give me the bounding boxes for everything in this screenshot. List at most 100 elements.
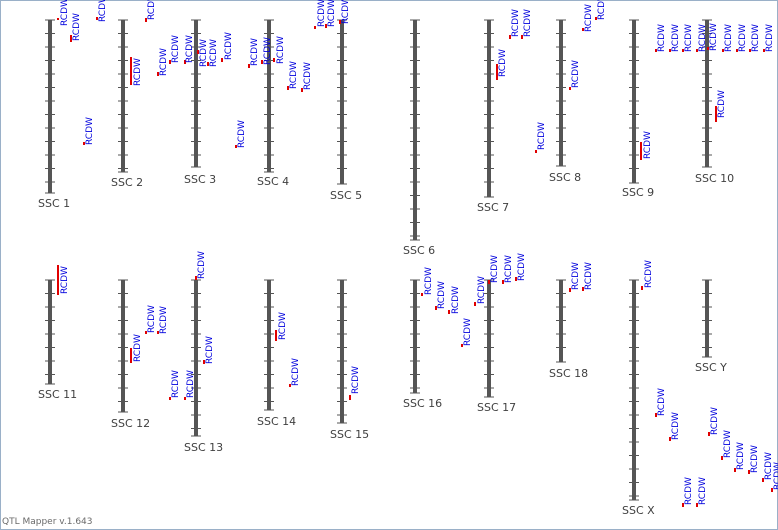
- qtl-marker[interactable]: RCDW: [145, 305, 157, 334]
- chromosome-9[interactable]: SSC 9: [622, 19, 654, 199]
- qtl-marker[interactable]: RCDW: [722, 24, 734, 52]
- qtl-marker[interactable]: RCDW: [696, 477, 708, 507]
- qtl-marker[interactable]: RCDW: [521, 9, 533, 39]
- qtl-marker[interactable]: RCDW: [287, 61, 299, 90]
- chromosome-label: SSC Y: [695, 361, 727, 374]
- chromosome-5[interactable]: SSC 5: [330, 19, 362, 202]
- qtl-marker[interactable]: RCDW: [339, 0, 351, 24]
- qtl-marker[interactable]: RCDW: [474, 276, 487, 306]
- qtl-marker[interactable]: RCDW: [275, 312, 288, 341]
- qtl-marker[interactable]: RCDW: [207, 39, 219, 67]
- qtl-marker[interactable]: RCDW: [707, 23, 719, 51]
- chromosome-11[interactable]: SSC 11: [38, 279, 77, 401]
- qtl-marker[interactable]: RCDW: [515, 253, 527, 281]
- qtl-marker[interactable]: RCDW: [157, 48, 169, 76]
- qtl-marker[interactable]: RCDW: [221, 32, 234, 62]
- qtl-marker[interactable]: RCDW: [569, 262, 581, 292]
- qtl-marker[interactable]: RCDW: [502, 255, 514, 284]
- qtl-marker[interactable]: RCDW: [130, 57, 143, 86]
- qtl-marker[interactable]: RCDW: [203, 336, 215, 364]
- qtl-marker[interactable]: RCDW: [509, 9, 521, 39]
- qtl-marker[interactable]: RCDW: [535, 122, 547, 153]
- qtl-marker[interactable]: RCDW: [496, 49, 508, 80]
- qtl-marker[interactable]: RCDW: [145, 0, 157, 22]
- qtl-marker[interactable]: RCDW: [184, 35, 195, 64]
- qtl-marker[interactable]: RCDW: [655, 388, 667, 417]
- qtl-marker[interactable]: RCDW: [197, 39, 209, 67]
- qtl-marker[interactable]: RCDW: [461, 318, 473, 347]
- qtl-marker[interactable]: RCDW: [721, 430, 733, 460]
- qtl-marker[interactable]: RCDW: [195, 251, 207, 280]
- chromosome-2[interactable]: SSC 2: [111, 19, 143, 189]
- qtl-marker[interactable]: RCDW: [289, 358, 301, 387]
- qtl-marker[interactable]: RCDW: [184, 370, 196, 400]
- qtl-marker[interactable]: RCDW: [169, 370, 181, 400]
- qtl-label: RCDW: [159, 48, 169, 76]
- qtl-marker[interactable]: RCDW: [708, 407, 720, 436]
- qtl-marker[interactable]: RCDW: [57, 0, 70, 26]
- chromosome-8[interactable]: SSC 8: [549, 19, 581, 184]
- qtl-marker[interactable]: RCDW: [96, 0, 108, 22]
- qtl-marker[interactable]: RCDW: [734, 442, 746, 472]
- qtl-marker[interactable]: RCDW: [421, 267, 434, 296]
- chromosome-label: SSC 8: [549, 171, 581, 184]
- qtl-label: RCDW: [463, 318, 473, 346]
- qtl-marker[interactable]: RCDW: [715, 90, 727, 122]
- qtl-marker[interactable]: RCDW: [130, 334, 143, 363]
- qtl-marker[interactable]: RCDW: [640, 131, 653, 160]
- qtl-marker[interactable]: RCDW: [301, 62, 313, 92]
- qtl-label: RCDW: [710, 407, 720, 435]
- qtl-marker[interactable]: RCDW: [682, 477, 694, 507]
- qtl-marker[interactable]: RCDW: [169, 35, 181, 64]
- chromosome-15[interactable]: SSC 15: [330, 279, 369, 441]
- chromosome-18[interactable]: SSC 18: [549, 279, 588, 380]
- chromosome-10[interactable]: SSC 10: [695, 19, 734, 185]
- qtl-marker[interactable]: RCDW: [569, 60, 581, 90]
- qtl-marker[interactable]: RCDW: [448, 286, 461, 314]
- qtl-label: RCDW: [643, 131, 653, 159]
- qtl-label: RCDW: [736, 442, 746, 470]
- qtl-marker[interactable]: RCDW: [57, 265, 70, 295]
- chromosome-6[interactable]: SSC 6: [403, 19, 435, 257]
- qtl-marker[interactable]: RCDW: [349, 366, 361, 400]
- qtl-marker[interactable]: RCDW: [70, 13, 82, 42]
- qtl-marker[interactable]: RCDW: [261, 37, 273, 65]
- qtl-marker[interactable]: RCDW: [235, 120, 247, 148]
- chromosome-12[interactable]: SSC 12: [111, 279, 150, 430]
- qtl-marker[interactable]: RCDW: [83, 117, 95, 145]
- chromosome-x[interactable]: SSC X: [622, 279, 655, 517]
- qtl-marker[interactable]: RCDW: [682, 24, 694, 52]
- qtl-marker[interactable]: RCDW: [582, 262, 594, 291]
- qtl-marker[interactable]: RCDW: [763, 24, 775, 52]
- qtl-marker[interactable]: RCDW: [771, 462, 778, 492]
- chromosome-4[interactable]: SSC 4: [257, 19, 289, 188]
- chromosome-3[interactable]: SSC 3: [184, 19, 216, 186]
- qtl-marker[interactable]: RCDW: [157, 306, 169, 334]
- qtl-marker[interactable]: RCDW: [749, 24, 761, 52]
- qtl-marker[interactable]: RCDW: [762, 452, 774, 482]
- qtl-label: RCDW: [751, 24, 761, 52]
- qtl-marker[interactable]: RCDW: [669, 24, 681, 52]
- chromosome-7[interactable]: SSC 7: [477, 19, 509, 214]
- qtl-marker[interactable]: RCDW: [273, 36, 286, 64]
- qtl-marker[interactable]: RCDW: [314, 0, 327, 29]
- chromosome-1[interactable]: SSC 1: [38, 19, 70, 210]
- qtl-marker[interactable]: RCDW: [748, 445, 760, 474]
- qtl-marker[interactable]: RCDW: [595, 0, 607, 20]
- chromosome-16[interactable]: SSC 16: [403, 279, 442, 410]
- qtl-marker[interactable]: RCDW: [435, 281, 447, 310]
- qtl-marker[interactable]: RCDW: [655, 24, 667, 52]
- qtl-marker[interactable]: RCDW: [488, 255, 500, 284]
- qtl-label: RCDW: [644, 260, 654, 288]
- chromosome-14[interactable]: SSC 14: [257, 279, 296, 428]
- qtl-marker[interactable]: RCDW: [696, 24, 708, 52]
- chromosome-y[interactable]: SSC Y: [695, 279, 727, 374]
- qtl-marker[interactable]: RCDW: [325, 0, 337, 28]
- chromosome-17[interactable]: SSC 17: [477, 279, 516, 414]
- qtl-marker[interactable]: RCDW: [641, 260, 654, 290]
- qtl-marker[interactable]: RCDW: [248, 38, 260, 68]
- chromosome-13[interactable]: SSC 13: [184, 279, 223, 454]
- qtl-marker[interactable]: RCDW: [736, 24, 748, 52]
- qtl-marker[interactable]: RCDW: [669, 412, 681, 441]
- qtl-marker[interactable]: RCDW: [582, 4, 594, 32]
